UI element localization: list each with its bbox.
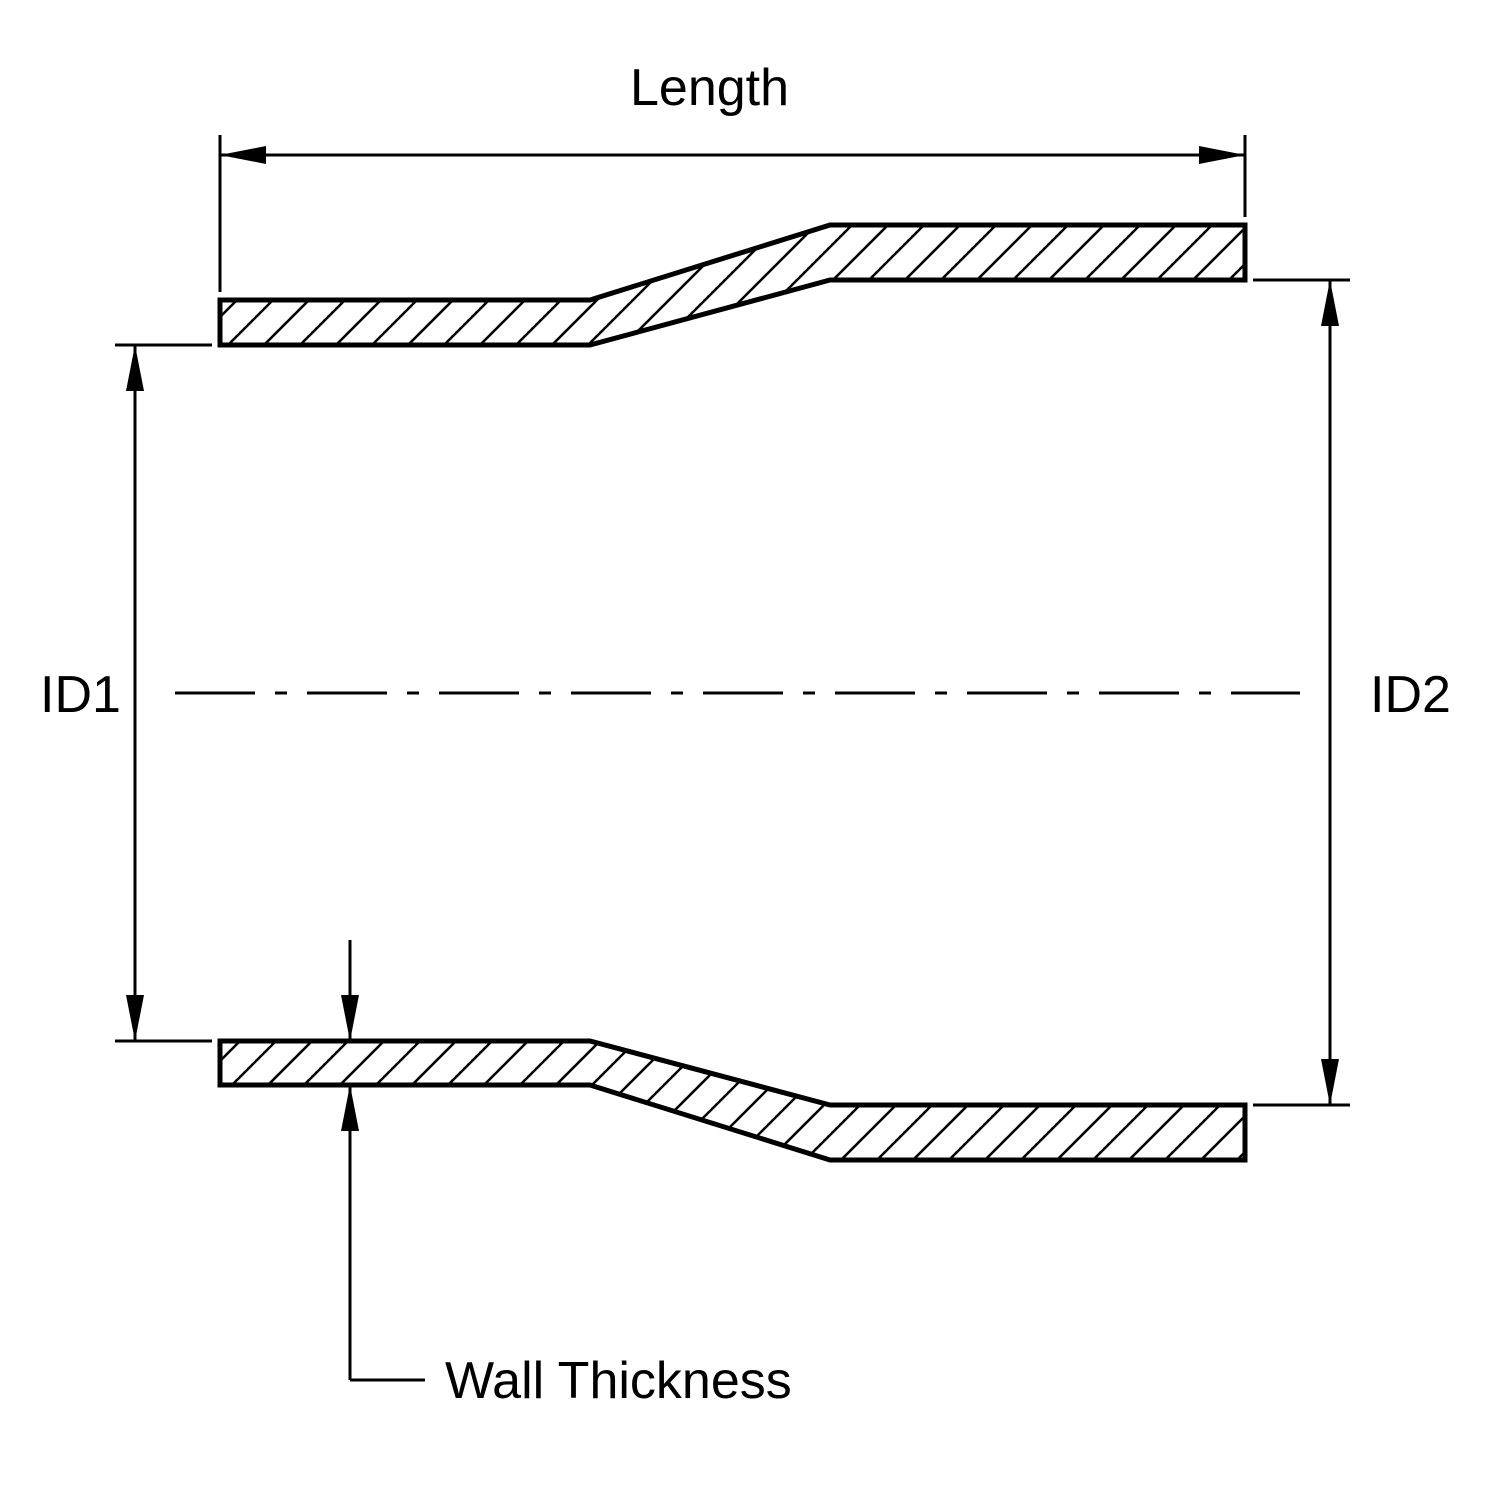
wall-top xyxy=(220,225,1245,345)
wall-thickness-label: Wall Thickness xyxy=(445,1352,792,1410)
length-label: Length xyxy=(630,59,789,117)
engineering-drawing: Length ID1 ID2 Wall Thickness xyxy=(0,0,1510,1510)
id1-label: ID1 xyxy=(40,666,121,724)
hatch-top xyxy=(64,205,1412,365)
dimension-wall-thickness: Wall Thickness xyxy=(341,940,792,1410)
hatch-bottom xyxy=(65,1021,1412,1180)
wall-bottom xyxy=(220,1041,1245,1160)
id2-label: ID2 xyxy=(1370,666,1451,724)
